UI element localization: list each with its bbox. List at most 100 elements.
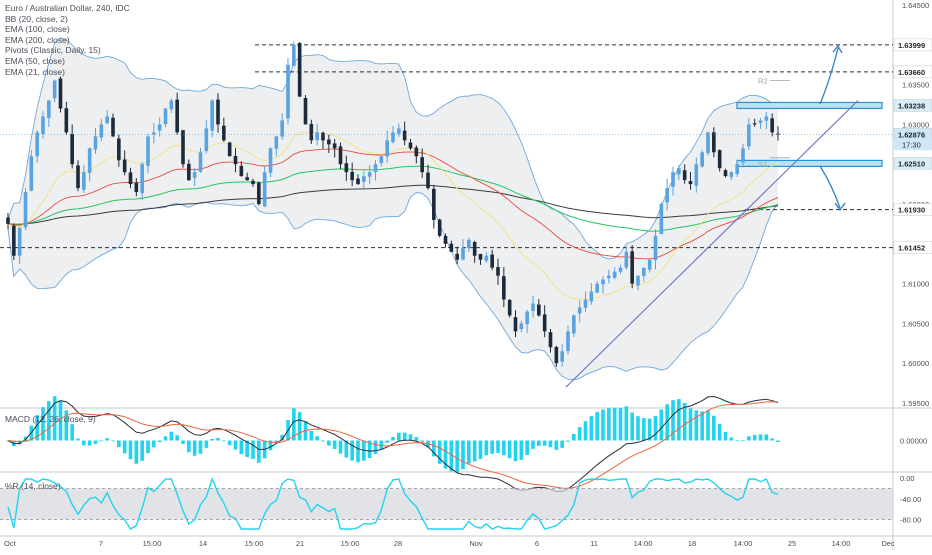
indicator-ema21[interactable]: EMA (21, close)	[5, 66, 65, 77]
macd-histogram-bar	[297, 412, 302, 441]
macd-histogram-bar	[327, 440, 331, 446]
macd-histogram-bar	[35, 415, 39, 441]
y-tick-label: 1.63000	[902, 120, 929, 129]
candle-body	[76, 165, 80, 189]
candle-body	[443, 235, 448, 244]
macd-histogram-bar	[472, 440, 477, 462]
macd-histogram-bar	[542, 440, 547, 446]
arrow-down-head	[834, 202, 846, 212]
macd-histogram-bar	[723, 431, 728, 441]
x-tick-label: 14:00	[634, 539, 653, 548]
macd-histogram-bar	[537, 440, 541, 446]
macd-histogram-bar	[531, 440, 535, 449]
candle-body	[688, 181, 693, 185]
macd-histogram-bar	[467, 440, 471, 464]
candle-body	[437, 219, 442, 236]
macd-histogram-bar	[152, 440, 156, 448]
countdown-text: 17:30	[902, 140, 921, 149]
indicator-pivots[interactable]: Pivots (Classic, Daily, 15)	[5, 45, 101, 56]
macd-histogram-bar	[595, 412, 599, 441]
candle-body	[507, 299, 512, 316]
macd-histogram-bar	[175, 435, 179, 441]
price-label-text: 1.62510	[898, 159, 925, 168]
candle-body	[105, 116, 109, 124]
macd-histogram-bar	[99, 440, 104, 442]
macd-histogram-bar	[437, 440, 442, 464]
candle-body	[741, 148, 745, 163]
macd-histogram-bar	[379, 440, 384, 450]
macd-histogram-bar	[642, 418, 646, 441]
candle-body	[577, 307, 582, 314]
williams-r-label[interactable]: %R (14, close)	[5, 481, 61, 491]
x-tick-label: 6	[535, 539, 539, 548]
price-label-box	[893, 203, 932, 216]
candle-body	[467, 239, 471, 249]
candle-body	[537, 304, 541, 316]
candle-body	[187, 163, 191, 181]
wr-band	[0, 488, 893, 520]
price-label-text: 1.61930	[898, 206, 925, 215]
arrow-up-projection	[819, 47, 839, 105]
macd-histogram-bar	[502, 440, 506, 456]
indicator-ema50[interactable]: EMA (50, close)	[5, 55, 65, 66]
y-tick-label: 1.59500	[902, 399, 929, 408]
williams-r-line	[7, 476, 779, 530]
candle-body	[338, 146, 343, 165]
candle-body	[87, 148, 92, 173]
macd-histogram-bar	[93, 440, 98, 444]
macd-histogram-bar	[82, 440, 86, 446]
candle-body	[472, 242, 477, 256]
macd-histogram-bar	[566, 440, 570, 442]
pivot-r2-label: R2	[758, 77, 768, 86]
candle-body	[601, 279, 605, 285]
macd-histogram-bar	[397, 432, 401, 441]
macd-histogram-bar	[408, 434, 413, 441]
macd-histogram-bar	[111, 440, 115, 442]
macd-histogram-bar	[402, 432, 407, 441]
x-tick-label: 14:00	[832, 539, 851, 548]
macd-histogram-bar	[747, 436, 751, 441]
macd-histogram-bar	[607, 408, 611, 441]
candle-body	[111, 117, 115, 137]
macd-histogram-bar	[589, 416, 594, 441]
macd-histogram-bar	[665, 404, 669, 441]
price-label-text: 1.63238	[898, 101, 925, 110]
macd-label[interactable]: MACD (12, 26, close, 9)	[5, 414, 96, 424]
price-label-text: 1.62876	[898, 130, 925, 139]
candle-body	[653, 235, 658, 261]
candle-body	[519, 323, 524, 330]
candle-body	[566, 331, 570, 352]
candle-body	[327, 139, 331, 145]
macd-histogram-bar	[41, 407, 45, 441]
macd-histogram-bar	[601, 409, 605, 441]
zone-rect	[736, 101, 883, 110]
macd-histogram-bar	[338, 440, 343, 454]
candle-body	[665, 188, 669, 203]
macd-histogram-bar	[87, 440, 92, 446]
macd-histogram-bar	[17, 440, 22, 445]
chart-title: Euro / Australian Dollar, 240, IDC	[5, 3, 130, 13]
candle-body	[23, 192, 28, 228]
candle-body	[292, 44, 296, 66]
macd-histogram-bar	[519, 440, 524, 460]
indicator-ema200[interactable]: EMA (200, close)	[5, 34, 70, 45]
candle-body	[461, 247, 465, 260]
candle-body	[554, 346, 559, 364]
macd-histogram-bar	[309, 430, 314, 441]
ema21-line	[7, 131, 779, 300]
trend-line	[565, 100, 859, 388]
candle-body	[70, 133, 74, 165]
macd-histogram-bar	[513, 440, 518, 462]
indicator-bb[interactable]: BB (20, close, 2)	[5, 13, 68, 24]
macd-y-tick: 0.00000	[900, 437, 927, 446]
williams-r-panel	[0, 476, 893, 530]
price-label-text: 1.63660	[898, 68, 925, 77]
candle-body	[268, 148, 273, 173]
macd-histogram-bar	[478, 440, 483, 460]
candle-body	[262, 172, 267, 207]
macd-histogram-bar	[227, 440, 232, 446]
macd-histogram-bar	[496, 440, 500, 453]
candle-body	[204, 128, 209, 151]
indicator-ema100[interactable]: EMA (100, close)	[5, 24, 70, 35]
candle-body	[595, 283, 599, 293]
